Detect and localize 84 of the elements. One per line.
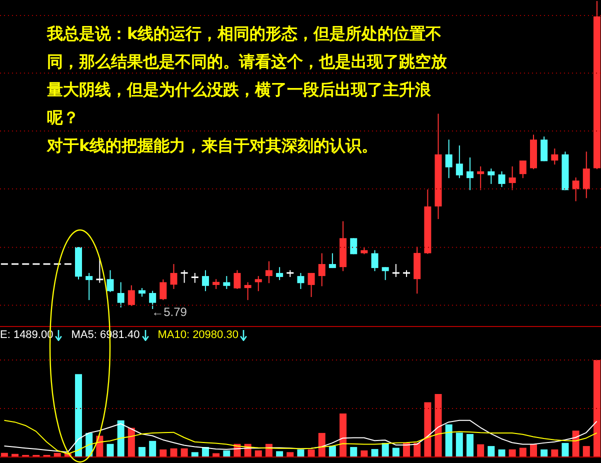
bar bbox=[75, 374, 82, 457]
bar bbox=[540, 449, 548, 457]
bar bbox=[180, 448, 188, 457]
candlestick bbox=[498, 170, 506, 188]
candlestick bbox=[445, 139, 452, 179]
bar bbox=[371, 449, 378, 457]
bar bbox=[519, 448, 526, 457]
bar bbox=[456, 432, 463, 457]
bar bbox=[340, 413, 347, 457]
candlestick bbox=[191, 272, 198, 284]
bar bbox=[297, 449, 304, 457]
bar bbox=[498, 449, 506, 457]
bar bbox=[508, 449, 516, 457]
bar bbox=[424, 402, 432, 457]
candlestick bbox=[202, 270, 209, 292]
bar bbox=[318, 432, 326, 457]
bar bbox=[551, 449, 558, 457]
candlestick bbox=[297, 272, 304, 290]
bar bbox=[160, 449, 167, 457]
candlestick bbox=[128, 284, 135, 306]
candlestick bbox=[234, 270, 241, 290]
annotation: 对于k线的把握能力，来自于对其深刻的认识。 bbox=[47, 135, 379, 157]
candlestick bbox=[508, 166, 516, 191]
bar bbox=[445, 424, 452, 457]
bar bbox=[582, 446, 590, 457]
bar bbox=[223, 450, 230, 457]
candlestick bbox=[572, 176, 580, 202]
bar bbox=[414, 442, 421, 457]
annotation: ←5.79 bbox=[152, 305, 188, 319]
bar bbox=[212, 453, 220, 457]
bar bbox=[466, 434, 474, 457]
candlestick bbox=[318, 252, 326, 287]
candlestick bbox=[180, 270, 188, 284]
bar bbox=[276, 451, 284, 457]
candlestick bbox=[170, 264, 178, 290]
bar bbox=[286, 452, 294, 457]
candlestick bbox=[117, 282, 124, 308]
candlestick bbox=[392, 264, 400, 278]
candlestick bbox=[244, 282, 252, 301]
bar bbox=[328, 446, 336, 457]
bar bbox=[360, 450, 368, 457]
candlestick bbox=[308, 272, 315, 298]
candlestick bbox=[212, 278, 220, 290]
bar bbox=[530, 444, 537, 457]
bar bbox=[138, 447, 146, 457]
bar bbox=[392, 448, 400, 457]
candlestick bbox=[223, 276, 230, 290]
candlestick bbox=[540, 136, 548, 162]
annotation: 我总是说：k线的运行，相同的形态，但是所处的位置不同，那么结果也是不同的。请看这个，也是出现了跳空放量大阴线，但是为什么没跌，横了一段后出现了主升浪呢？ bbox=[47, 23, 448, 129]
candlestick bbox=[551, 148, 558, 166]
bar bbox=[170, 448, 178, 457]
bar bbox=[117, 420, 124, 457]
bar bbox=[488, 446, 495, 457]
bar bbox=[254, 450, 262, 457]
bar bbox=[593, 360, 600, 457]
bar bbox=[350, 447, 358, 457]
candlestick bbox=[382, 266, 389, 281]
bar bbox=[128, 428, 135, 457]
bar bbox=[106, 444, 114, 457]
bar bbox=[308, 449, 315, 457]
candlestick bbox=[106, 270, 114, 293]
bar bbox=[149, 440, 156, 457]
bar bbox=[434, 394, 442, 457]
bar bbox=[477, 444, 484, 457]
candlestick bbox=[477, 166, 484, 191]
bar bbox=[572, 430, 580, 457]
candlestick bbox=[371, 250, 378, 272]
candlestick bbox=[86, 272, 93, 301]
candlestick bbox=[456, 144, 463, 179]
candlestick bbox=[519, 160, 526, 179]
candlestick bbox=[466, 156, 474, 191]
candlestick bbox=[149, 290, 156, 310]
candlestick bbox=[96, 258, 104, 284]
bar bbox=[191, 452, 198, 457]
candlestick bbox=[488, 168, 495, 184]
candlestick bbox=[160, 278, 167, 301]
candlestick bbox=[582, 151, 590, 199]
bar bbox=[562, 442, 569, 457]
candlestick bbox=[265, 260, 272, 284]
candlestick bbox=[276, 266, 284, 281]
candlestick bbox=[350, 238, 358, 255]
text: MA10: 20980.30 bbox=[158, 329, 238, 342]
candlestick bbox=[328, 252, 336, 269]
candlestick bbox=[254, 276, 262, 292]
